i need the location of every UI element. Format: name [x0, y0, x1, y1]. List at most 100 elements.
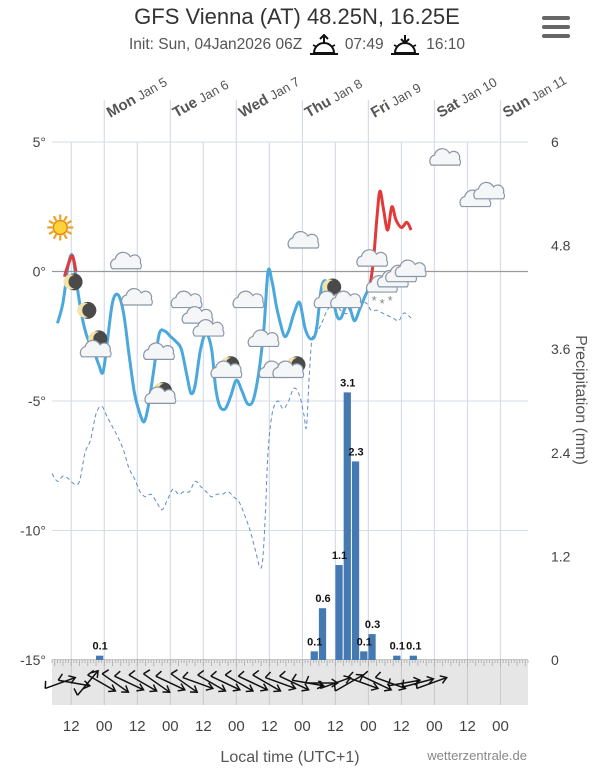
- wind-arrow-head: [439, 675, 449, 684]
- day-label-date: Jan 9: [389, 80, 424, 109]
- precip-data-label: 0.1: [307, 636, 322, 648]
- wind-arrow-shaft: [210, 675, 241, 691]
- precip-data-label: 0.1: [357, 636, 372, 648]
- wind-arrow-head: [343, 675, 352, 684]
- wind-arrow: [44, 675, 77, 690]
- wind-arrow-head: [426, 675, 435, 685]
- wind-arrow-shaft: [101, 673, 129, 693]
- wind-arrow-barb: [87, 669, 95, 676]
- wind-arrow-shaft: [416, 676, 447, 690]
- chart-title: GFS Vienna (AT) 48.25N, 16.25E: [134, 4, 460, 29]
- cloud-icon: [394, 259, 427, 278]
- cloud-shape: [394, 259, 427, 278]
- wind-arrow-shaft: [58, 679, 90, 687]
- wind-arrow: [210, 670, 242, 692]
- wind-arrow-barb: [374, 671, 382, 679]
- wind-arrow-head: [331, 678, 339, 688]
- precip-tick-label: 0: [551, 652, 559, 668]
- wind-arrow-barb: [182, 671, 189, 679]
- wind-arrow-barb: [197, 669, 205, 676]
- cloud-icon: [181, 306, 214, 324]
- wind-arrow: [415, 675, 449, 690]
- wind-arrow-shaft: [44, 676, 76, 690]
- time-tick-label: 12: [327, 718, 344, 735]
- cloud-icon: [210, 360, 243, 379]
- wind-arrow-barb: [361, 670, 369, 677]
- wind-arrow-shaft: [155, 675, 186, 691]
- wind-arrow: [182, 671, 215, 691]
- cloud-icon: [232, 290, 265, 309]
- sun-ray: [52, 215, 58, 222]
- wind-arrow-barb: [44, 680, 47, 689]
- wind-arrow: [114, 670, 145, 692]
- day-label: Tue Jan 6: [170, 76, 232, 121]
- wind-arrow-shaft: [182, 676, 214, 690]
- wind-arrow: [279, 670, 310, 692]
- day-label: Wed Jan 7: [236, 73, 303, 121]
- wind-arrow: [304, 675, 339, 688]
- day-label-date: Jan 7: [267, 74, 302, 103]
- wind-arrow-barb: [387, 678, 391, 686]
- wind-arrow-head: [218, 684, 227, 693]
- wind-arrow: [170, 669, 199, 693]
- temp-tick-label: -15°: [20, 652, 46, 668]
- day-label: Fri Jan 9: [368, 79, 424, 121]
- precip-bar: [368, 634, 376, 660]
- wind-arrow-head: [82, 680, 92, 690]
- sun-ray: [48, 230, 54, 235]
- wind-arrow: [347, 671, 380, 691]
- precip-bar: [343, 392, 351, 660]
- subtitle: Init: Sun, 04Jan2026 06Z 07:49 16:10: [0, 34, 594, 56]
- wind-arrow: [264, 671, 297, 691]
- cloud-icon: [473, 181, 506, 200]
- cloud-shape: [170, 290, 203, 309]
- cloud-icon: [144, 386, 177, 405]
- wind-arrow-shaft: [224, 674, 254, 692]
- wind-arrow-barb: [114, 670, 121, 677]
- wind-arrow: [401, 675, 435, 688]
- sun-ray: [66, 230, 73, 235]
- wind-arrow-head: [177, 683, 187, 692]
- wind-arrow-head: [108, 684, 117, 693]
- day-label: Sat Jan 10: [434, 73, 500, 121]
- moon-shadow: [82, 303, 97, 318]
- moon-shadow: [68, 274, 83, 289]
- wind-arrow-barb: [319, 680, 322, 689]
- wind-arrow-head: [162, 685, 171, 693]
- wind-arrow-barb: [170, 669, 178, 675]
- wind-arrow: [197, 669, 227, 693]
- precip-data-label: 0.3: [365, 619, 380, 631]
- hamburger-menu-icon[interactable]: [542, 16, 570, 40]
- time-tick-label: 12: [195, 718, 212, 735]
- temperature-above-zero-line: [62, 254, 78, 278]
- wind-arrow-shaft: [388, 679, 421, 687]
- precip-data-label: 0.6: [315, 593, 330, 605]
- cloud-shape: [121, 287, 153, 306]
- wind-arrow-shaft: [197, 674, 226, 692]
- wind-arrow: [237, 670, 269, 692]
- cloud-icon: [330, 290, 362, 309]
- snowflake-glyph: *: [380, 296, 385, 311]
- cloud-shape: [247, 329, 280, 348]
- sunrise-time: 07:49: [344, 36, 384, 54]
- wind-arrow-shaft: [238, 675, 268, 691]
- time-tick-label: 00: [426, 718, 443, 735]
- moon-shadow: [327, 280, 342, 295]
- wind-arrow-barb: [237, 670, 245, 677]
- wind-arrow-shaft: [87, 674, 116, 692]
- wind-arrow-barb: [333, 683, 337, 692]
- precip-tick-label: 2.4: [551, 445, 571, 461]
- cloud-shape: [144, 386, 177, 405]
- time-tick-label: 12: [261, 718, 278, 735]
- wind-arrow-shaft: [361, 675, 392, 691]
- wind-arrow-shaft: [279, 675, 309, 691]
- cloud-shape: [192, 319, 225, 337]
- wind-arrow-barb: [210, 670, 218, 677]
- wind-arrow-head: [370, 682, 380, 691]
- wind-arrow: [252, 669, 282, 693]
- wind-arrow-barb: [101, 669, 110, 675]
- wind-arrow-barb: [143, 669, 151, 675]
- sun-ray: [52, 233, 58, 240]
- precip-bar: [96, 655, 104, 660]
- precip-bar: [318, 608, 327, 660]
